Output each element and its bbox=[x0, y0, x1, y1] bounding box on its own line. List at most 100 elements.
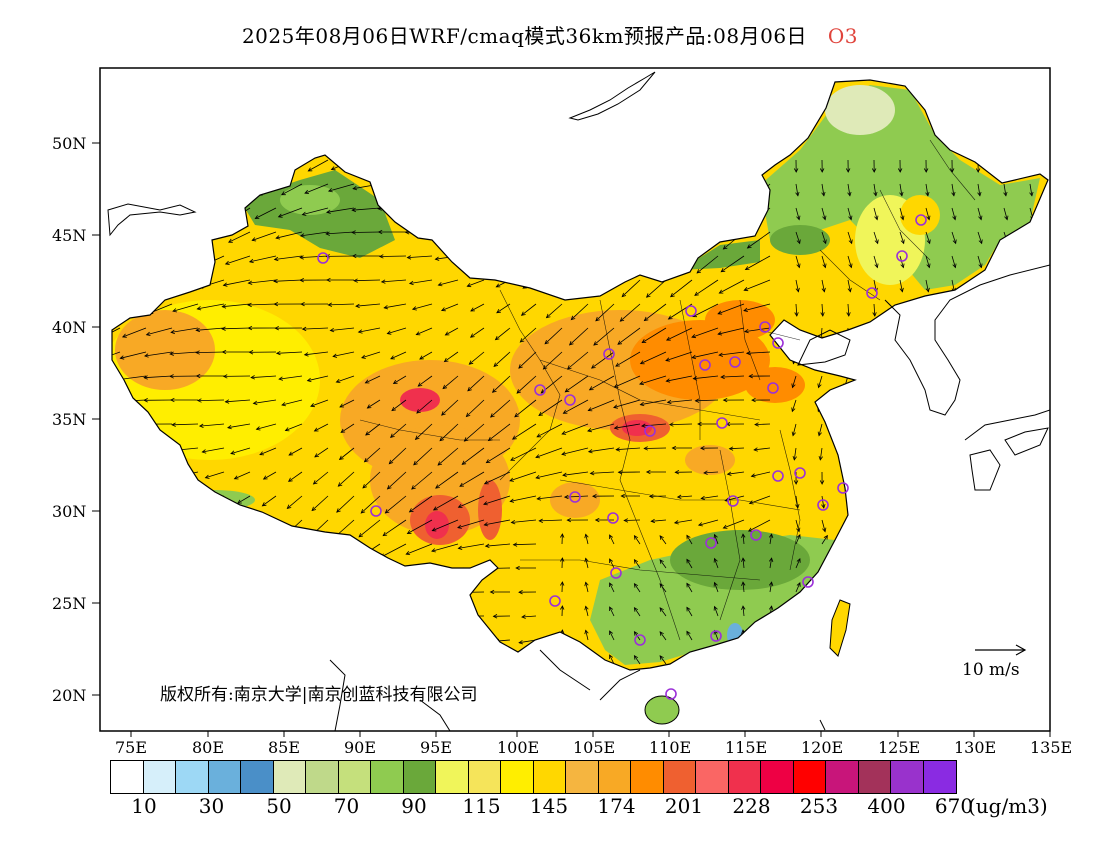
wind-arrow bbox=[124, 519, 147, 527]
wind-arrow bbox=[924, 533, 930, 545]
wind-arrow bbox=[492, 614, 511, 619]
y-tick-label: 25N bbox=[52, 594, 87, 613]
wind-arrow bbox=[327, 615, 355, 626]
wind-arrow bbox=[261, 159, 277, 172]
wind-arrow bbox=[676, 494, 693, 499]
wind-arrow bbox=[326, 277, 354, 283]
wind-arrow bbox=[899, 207, 905, 221]
wind-arrow bbox=[751, 183, 771, 202]
wind-arrow bbox=[793, 471, 799, 485]
wind-arrow bbox=[337, 471, 355, 487]
wind-arrow bbox=[469, 327, 485, 338]
wind-arrow bbox=[435, 614, 459, 619]
wind-arrow bbox=[299, 278, 329, 283]
wind-arrow bbox=[899, 557, 905, 569]
wind-arrow bbox=[975, 471, 981, 485]
wind-arrow bbox=[143, 375, 173, 380]
wind-arrow bbox=[691, 327, 719, 339]
wind-arrow bbox=[509, 495, 537, 503]
wind-arrow bbox=[383, 303, 407, 310]
wind-arrow bbox=[977, 255, 983, 269]
colorbar-swatch bbox=[143, 761, 176, 793]
wind-arrow bbox=[202, 639, 225, 658]
wind-arrow bbox=[873, 534, 880, 545]
wind-arrow bbox=[196, 303, 225, 311]
wind-arrow bbox=[490, 399, 511, 418]
y-tick-label: 30N bbox=[52, 502, 87, 521]
x-tick-label: 135E bbox=[1030, 738, 1073, 757]
wind-arrow bbox=[354, 567, 381, 581]
wind-arrow bbox=[566, 517, 589, 523]
colorbar-swatch bbox=[923, 761, 956, 793]
wind-arrow bbox=[442, 375, 459, 390]
wind-arrow bbox=[465, 399, 485, 418]
wind-arrow bbox=[518, 590, 537, 595]
wind-arrow bbox=[254, 207, 277, 219]
wind-arrow bbox=[405, 543, 433, 555]
wind-arrow bbox=[157, 543, 173, 552]
wind-arrow bbox=[284, 423, 303, 432]
wind-arrow bbox=[817, 423, 823, 437]
wind-arrow bbox=[588, 375, 615, 391]
wind-arrow bbox=[821, 207, 827, 221]
wind-arrow bbox=[899, 653, 905, 665]
wind-arrow bbox=[696, 255, 719, 274]
station-marker bbox=[772, 470, 784, 482]
wind-arrow bbox=[547, 279, 563, 292]
wind-arrow bbox=[584, 653, 589, 665]
wind-arrow bbox=[487, 423, 511, 442]
wind-arrow bbox=[440, 303, 459, 312]
wind-arrow bbox=[673, 519, 693, 525]
wind-arrow bbox=[380, 279, 407, 284]
wind-arrow bbox=[390, 423, 407, 438]
wind-arrow bbox=[522, 279, 537, 289]
wind-arrow bbox=[491, 255, 511, 263]
colorbar-swatch bbox=[371, 761, 404, 793]
station-marker bbox=[534, 384, 546, 396]
wind-arrow bbox=[562, 471, 589, 477]
wind-arrow bbox=[847, 207, 853, 221]
wind-arrow bbox=[259, 447, 277, 456]
wind-arrow bbox=[566, 351, 589, 370]
x-tick-label: 130E bbox=[954, 738, 997, 757]
wind-arrow bbox=[158, 231, 173, 244]
wind-arrow bbox=[666, 399, 693, 405]
wind-arrow bbox=[768, 653, 774, 665]
wind-arrow bbox=[509, 471, 537, 482]
wind-arrow bbox=[273, 278, 303, 284]
wind-arrow bbox=[301, 326, 329, 332]
wind-arrow bbox=[460, 231, 485, 237]
wind-arrow bbox=[587, 423, 615, 433]
colorbar-swatch bbox=[273, 761, 306, 793]
wind-arrow bbox=[1028, 303, 1033, 317]
wind-arrow bbox=[143, 398, 173, 403]
wind-arrow bbox=[925, 279, 930, 293]
wind-arrow bbox=[170, 327, 199, 335]
wind-arrow bbox=[625, 207, 641, 218]
wind-arrow bbox=[461, 447, 485, 465]
wind-arrow bbox=[384, 661, 407, 667]
wind-arrow bbox=[536, 423, 563, 438]
wind-arrow bbox=[129, 639, 147, 656]
wind-arrow bbox=[748, 495, 771, 505]
wind-arrow bbox=[145, 446, 173, 452]
wind-arrow bbox=[633, 534, 641, 545]
wind-arrow bbox=[457, 543, 485, 550]
wind-arrow bbox=[844, 447, 849, 461]
wind-arrow bbox=[847, 519, 853, 533]
wind-arrow bbox=[899, 581, 905, 593]
wind-arrow bbox=[727, 159, 745, 175]
wind-arrow bbox=[538, 399, 563, 416]
wind-arrow bbox=[561, 447, 589, 456]
wind-arrow bbox=[515, 663, 537, 670]
wind-arrow bbox=[150, 495, 173, 502]
wind-arrow bbox=[356, 662, 381, 667]
wind-arrow bbox=[843, 423, 849, 437]
x-tick-label: 95E bbox=[419, 738, 453, 757]
wind-arrow bbox=[274, 325, 303, 331]
wind-arrow bbox=[645, 279, 667, 298]
map-frame bbox=[99, 67, 1051, 732]
colorbar bbox=[110, 760, 957, 794]
wind-arrow bbox=[998, 558, 1005, 569]
wind-arrow bbox=[795, 557, 801, 569]
